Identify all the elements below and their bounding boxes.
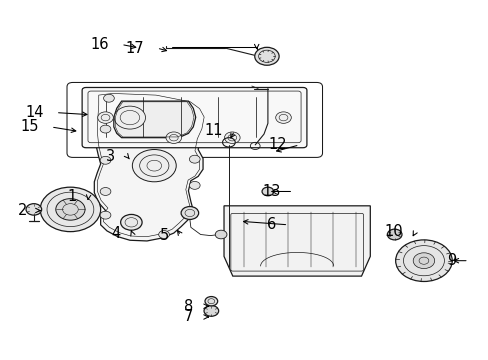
Text: 15: 15 xyxy=(20,120,39,134)
Polygon shape xyxy=(114,101,195,138)
Text: 13: 13 xyxy=(262,184,281,199)
Circle shape xyxy=(100,125,111,133)
Text: 2: 2 xyxy=(18,203,27,218)
Circle shape xyxy=(395,240,451,282)
Circle shape xyxy=(100,188,111,195)
Text: 11: 11 xyxy=(203,123,222,138)
Circle shape xyxy=(189,181,200,189)
Circle shape xyxy=(204,297,217,306)
Circle shape xyxy=(165,132,181,143)
Text: 10: 10 xyxy=(384,225,402,239)
Text: 5: 5 xyxy=(160,228,168,243)
FancyBboxPatch shape xyxy=(82,87,306,148)
Polygon shape xyxy=(94,89,207,241)
Circle shape xyxy=(103,94,114,102)
Text: 1: 1 xyxy=(67,189,76,204)
Circle shape xyxy=(215,230,226,239)
Circle shape xyxy=(158,230,169,238)
Circle shape xyxy=(275,112,291,123)
Circle shape xyxy=(224,132,240,143)
Circle shape xyxy=(98,112,113,123)
Circle shape xyxy=(181,207,198,220)
Circle shape xyxy=(262,187,273,196)
Circle shape xyxy=(386,229,401,240)
Polygon shape xyxy=(224,206,369,276)
Text: 7: 7 xyxy=(183,310,193,324)
Circle shape xyxy=(100,211,111,219)
Circle shape xyxy=(189,155,200,163)
Text: 9: 9 xyxy=(447,253,456,268)
Text: 16: 16 xyxy=(90,37,109,52)
Text: 6: 6 xyxy=(266,217,276,232)
Circle shape xyxy=(40,187,101,231)
Circle shape xyxy=(254,47,279,65)
Circle shape xyxy=(56,199,85,220)
Text: 3: 3 xyxy=(106,149,115,164)
Circle shape xyxy=(26,204,41,215)
Circle shape xyxy=(132,149,176,182)
Text: 8: 8 xyxy=(183,299,193,314)
Circle shape xyxy=(114,106,145,129)
Circle shape xyxy=(412,253,434,269)
Circle shape xyxy=(203,306,218,316)
Text: 17: 17 xyxy=(125,41,144,55)
Text: 4: 4 xyxy=(111,226,120,241)
Circle shape xyxy=(100,156,111,164)
Text: 12: 12 xyxy=(268,138,287,152)
Circle shape xyxy=(121,215,142,230)
Text: 14: 14 xyxy=(25,105,43,120)
